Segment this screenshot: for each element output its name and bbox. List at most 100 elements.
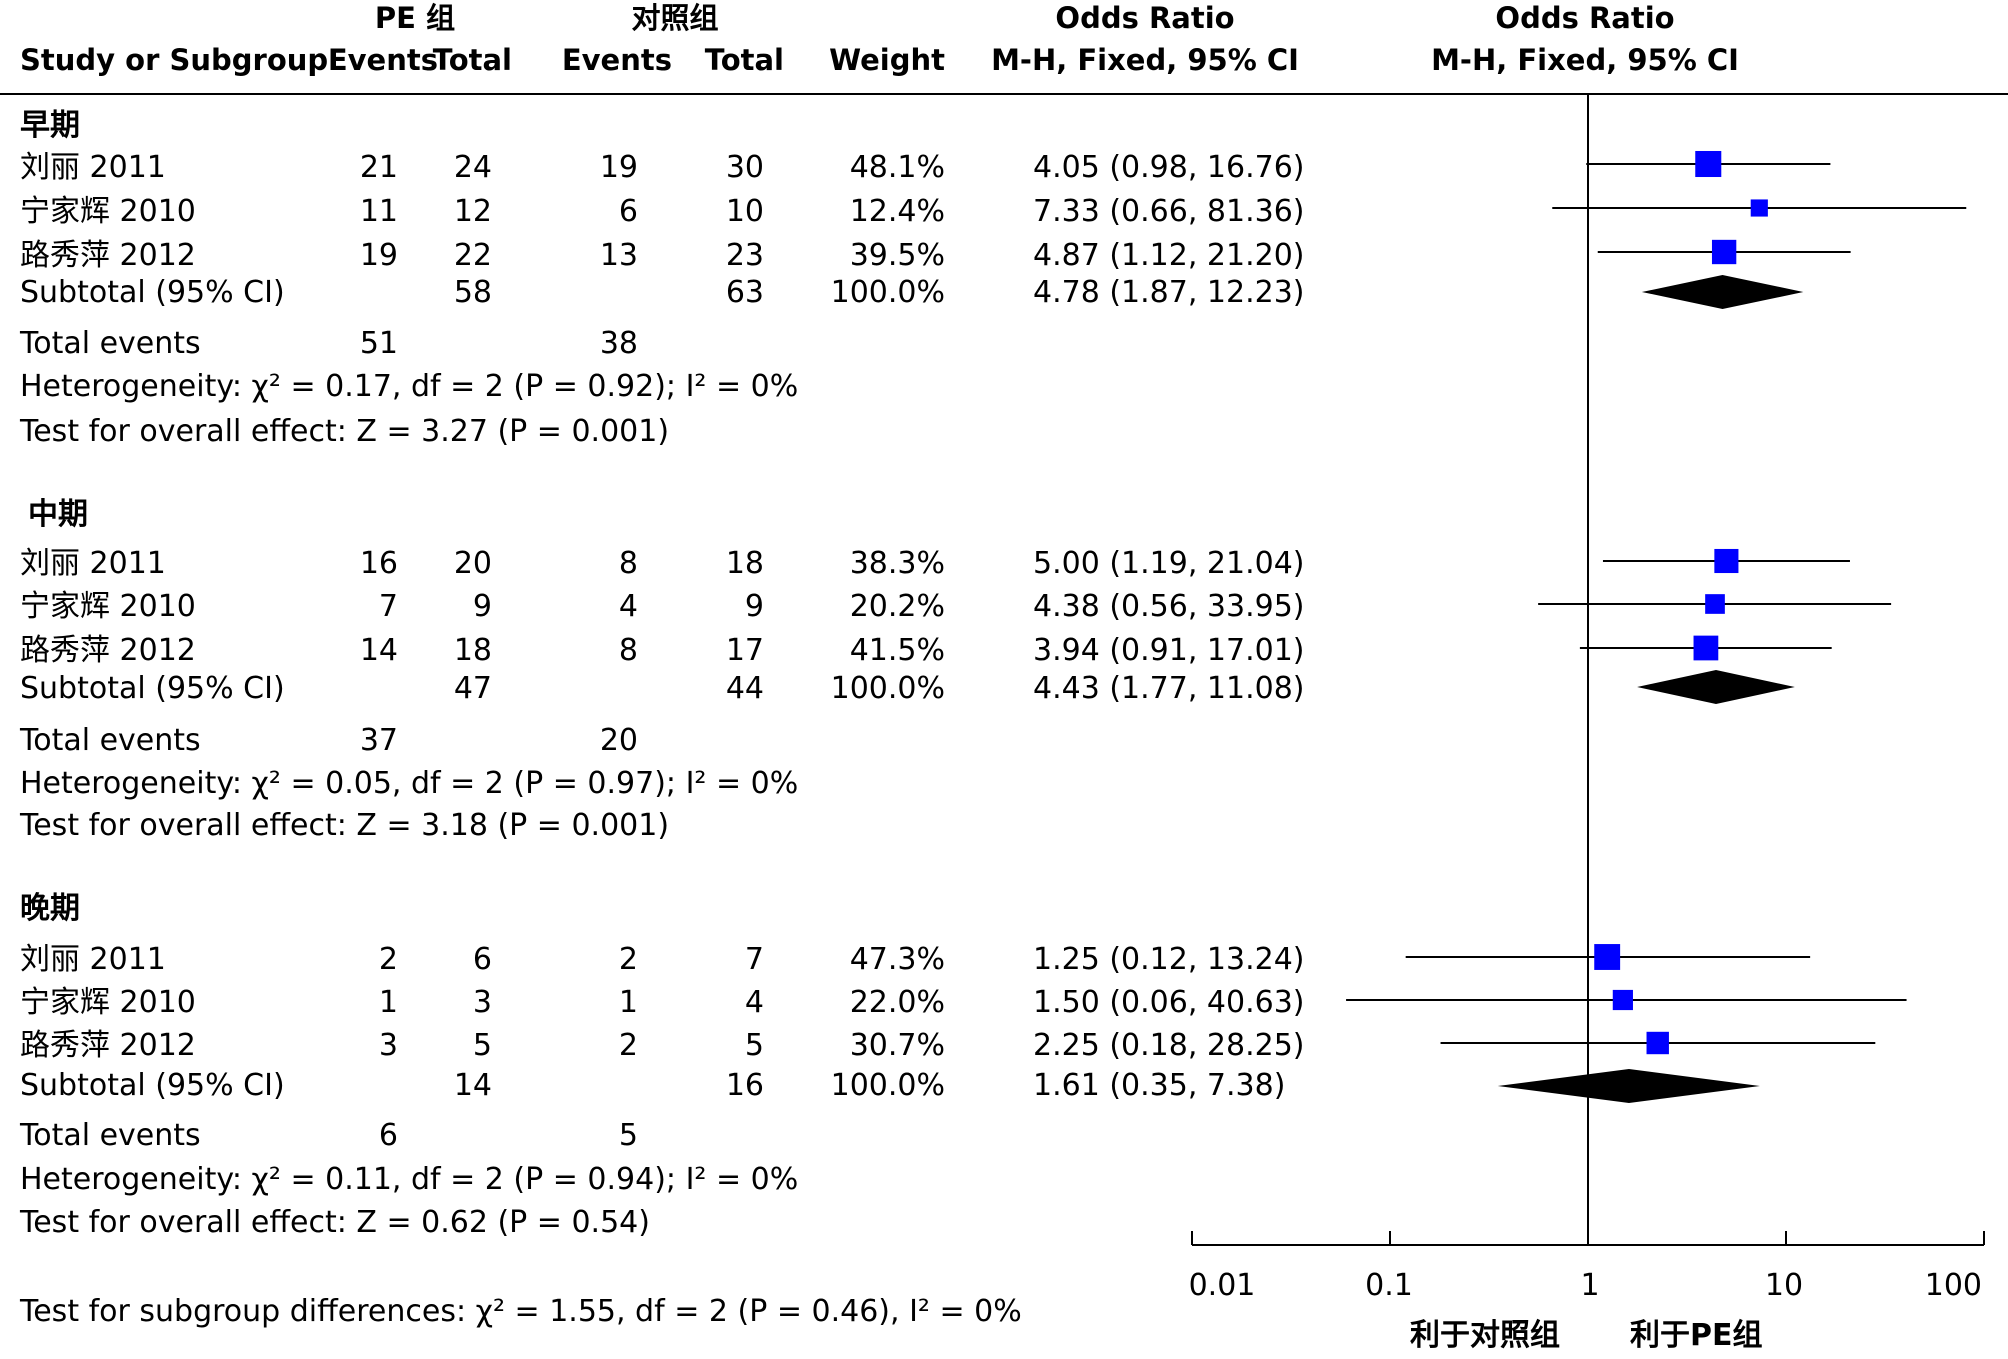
study-weight: 30.7% <box>849 1028 945 1063</box>
study-weight: 38.3% <box>849 546 945 581</box>
group2-total: 10 <box>725 194 764 229</box>
x-tick-label: 0.1 <box>1365 1268 1413 1303</box>
subtotal-label: Subtotal (95% CI) <box>20 1068 285 1103</box>
subgroup-title: 晚期 <box>20 891 80 926</box>
study-or-ci: 5.00 (1.19, 21.04) <box>1033 546 1305 581</box>
subtotal-group1-total: 47 <box>453 671 492 706</box>
group2-total: 18 <box>725 546 764 581</box>
study-or-ci: 1.25 (0.12, 13.24) <box>1033 942 1305 977</box>
group1-total-header: Total <box>432 43 512 77</box>
study-or-ci: 1.50 (0.06, 40.63) <box>1033 985 1305 1020</box>
study-weight: 12.4% <box>849 194 945 229</box>
study-point-square <box>1646 1031 1669 1055</box>
x-tick-label: 100 <box>1924 1268 1982 1303</box>
plot-marks <box>1191 94 1985 1246</box>
group1-events: 11 <box>359 194 398 229</box>
study-or-ci: 2.25 (0.18, 28.25) <box>1033 1028 1305 1063</box>
group2-total: 4 <box>744 985 764 1020</box>
total-events-group1: 6 <box>378 1118 398 1153</box>
x-tick-label: 0.01 <box>1188 1268 1256 1303</box>
group2-events-header: Events <box>561 43 672 77</box>
study-name: 刘丽 2011 <box>20 942 166 977</box>
study-weight: 22.0% <box>849 985 945 1020</box>
heterogeneity-text: Heterogeneity: χ² = 0.05, df = 2 (P = 0.… <box>20 766 799 801</box>
study-or-ci: 4.38 (0.56, 33.95) <box>1033 589 1305 624</box>
total-events-group1: 37 <box>359 723 398 758</box>
group2-total: 23 <box>725 238 764 273</box>
overall-effect-text: Test for overall effect: Z = 3.27 (P = 0… <box>20 414 670 449</box>
overall-effect-text: Test for overall effect: Z = 0.62 (P = 0… <box>20 1205 650 1240</box>
study-point-square <box>1594 944 1621 970</box>
study-point-square <box>1695 150 1722 178</box>
subtotal-group2-total: 16 <box>725 1068 764 1103</box>
group2-events: 2 <box>618 942 638 977</box>
group2-header: 对照组 <box>631 1 719 35</box>
group1-total: 12 <box>453 194 492 229</box>
subgroup-title: 早期 <box>20 108 80 143</box>
group1-events: 2 <box>378 942 398 977</box>
subtotal-group1-total: 58 <box>453 275 492 310</box>
group2-events: 13 <box>599 238 638 273</box>
group1-events-header: Events <box>327 43 438 77</box>
group1-events: 14 <box>359 633 398 668</box>
subtotal-diamond <box>1497 1069 1760 1103</box>
study-name: 路秀萍 2012 <box>20 633 196 668</box>
group2-total-header: Total <box>704 43 784 77</box>
group2-total: 7 <box>744 942 764 977</box>
group1-events: 1 <box>378 985 398 1020</box>
subtotal-diamond <box>1637 670 1795 704</box>
plot-header-title: Odds Ratio <box>1495 1 1675 35</box>
total-events-label: Total events <box>20 1118 201 1153</box>
study-point-square <box>1714 548 1739 574</box>
subtotal-label: Subtotal (95% CI) <box>20 671 285 706</box>
study-point-square <box>1711 239 1737 265</box>
group2-events: 8 <box>618 633 638 668</box>
subgroup-differences-text: Test for subgroup differences: χ² = 1.55… <box>20 1294 1022 1329</box>
study-name: 刘丽 2011 <box>20 150 166 185</box>
study-weight: 39.5% <box>849 238 945 273</box>
subtotal-weight: 100.0% <box>830 1068 945 1103</box>
group1-total: 9 <box>472 589 492 624</box>
group2-total: 30 <box>725 150 764 185</box>
subtotal-or-ci: 1.61 (0.35, 7.38) <box>1033 1068 1286 1103</box>
subtotal-group1-total: 14 <box>453 1068 492 1103</box>
study-weight: 41.5% <box>849 633 945 668</box>
study-weight: 20.2% <box>849 589 945 624</box>
subtotal-diamond <box>1641 275 1804 309</box>
group1-total: 22 <box>453 238 492 273</box>
subtotal-group2-total: 63 <box>725 275 764 310</box>
total-events-group2: 20 <box>599 723 638 758</box>
group1-total: 20 <box>453 546 492 581</box>
favours-left-label: 利于对照组 <box>1410 1318 1560 1353</box>
study-name: 宁家辉 2010 <box>20 194 196 229</box>
group2-events: 6 <box>618 194 638 229</box>
x-tick-label: 10 <box>1764 1268 1804 1303</box>
study-name: 刘丽 2011 <box>20 546 166 581</box>
group1-header: PE 组 <box>374 1 456 35</box>
total-events-label: Total events <box>20 326 201 361</box>
study-name: 宁家辉 2010 <box>20 589 196 624</box>
weight-header: Weight <box>829 43 945 77</box>
study-or-ci: 4.05 (0.98, 16.76) <box>1033 150 1305 185</box>
group2-events: 2 <box>618 1028 638 1063</box>
or-header-title: Odds Ratio <box>1055 1 1235 35</box>
study-or-ci: 3.94 (0.91, 17.01) <box>1033 633 1305 668</box>
group2-total: 17 <box>725 633 764 668</box>
x-tick-label: 1 <box>1580 1268 1600 1303</box>
study-name: 路秀萍 2012 <box>20 1028 196 1063</box>
subtotal-weight: 100.0% <box>830 275 945 310</box>
favours-right-label: 利于PE组 <box>1630 1318 1763 1353</box>
plot-header-method: M-H, Fixed, 95% CI <box>1431 43 1739 77</box>
group1-total: 3 <box>472 985 492 1020</box>
group1-events: 21 <box>359 150 398 185</box>
group2-events: 1 <box>618 985 638 1020</box>
study-or-ci: 4.87 (1.12, 21.20) <box>1033 238 1305 273</box>
study-or-ci: 7.33 (0.66, 81.36) <box>1033 194 1305 229</box>
study-point-square <box>1750 199 1768 217</box>
subtotal-weight: 100.0% <box>830 671 945 706</box>
study-point-square <box>1693 635 1719 661</box>
study-name: 路秀萍 2012 <box>20 238 196 273</box>
study-point-square <box>1612 989 1633 1011</box>
subtotal-label: Subtotal (95% CI) <box>20 275 285 310</box>
group1-events: 19 <box>359 238 398 273</box>
